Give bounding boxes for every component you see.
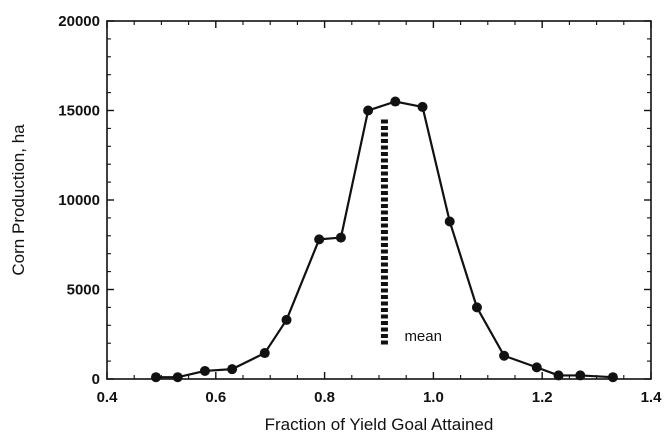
y-tick-label: 5000 xyxy=(67,282,100,299)
x-tick-label: 1.0 xyxy=(423,389,444,406)
plot-frame xyxy=(106,20,652,380)
y-tick-label: 20000 xyxy=(58,13,100,30)
data-point xyxy=(553,370,564,381)
data-point xyxy=(444,216,455,227)
tick-labels: 0.4 0.6 0.8 1.0 1.2 1.4 0 5000 10000 15000 20000 xyxy=(58,13,662,406)
data-point xyxy=(314,234,325,245)
data-point xyxy=(390,96,401,107)
x-tick-label: 0.4 xyxy=(97,389,119,406)
data-point xyxy=(335,232,346,243)
mean-annotation: mean xyxy=(380,119,442,347)
data-point xyxy=(363,105,374,116)
y-axis-label: Corn Production, ha xyxy=(9,124,28,276)
data-point xyxy=(259,348,270,359)
x-axis-label: Fraction of Yield Goal Attained xyxy=(265,415,494,434)
y-tick-label: 10000 xyxy=(58,192,100,209)
data-series xyxy=(150,96,618,383)
y-tick-label: 15000 xyxy=(58,103,100,120)
data-point xyxy=(150,372,161,383)
mean-label: mean xyxy=(404,328,442,345)
data-point xyxy=(471,302,482,313)
x-tick-label: 1.4 xyxy=(641,389,663,406)
data-point xyxy=(575,370,586,381)
data-point xyxy=(531,362,542,373)
x-tick-label: 0.6 xyxy=(205,389,226,406)
x-tick-label: 0.8 xyxy=(314,389,335,406)
ticks xyxy=(106,20,652,380)
data-point xyxy=(417,101,428,112)
data-point xyxy=(172,372,183,383)
data-point xyxy=(199,365,210,376)
data-point xyxy=(281,314,292,325)
x-tick-label: 1.2 xyxy=(532,389,553,406)
data-point xyxy=(499,350,510,361)
y-tick-label: 0 xyxy=(92,371,100,388)
data-point xyxy=(227,364,238,375)
data-point xyxy=(607,372,618,383)
plot-border xyxy=(106,20,652,380)
